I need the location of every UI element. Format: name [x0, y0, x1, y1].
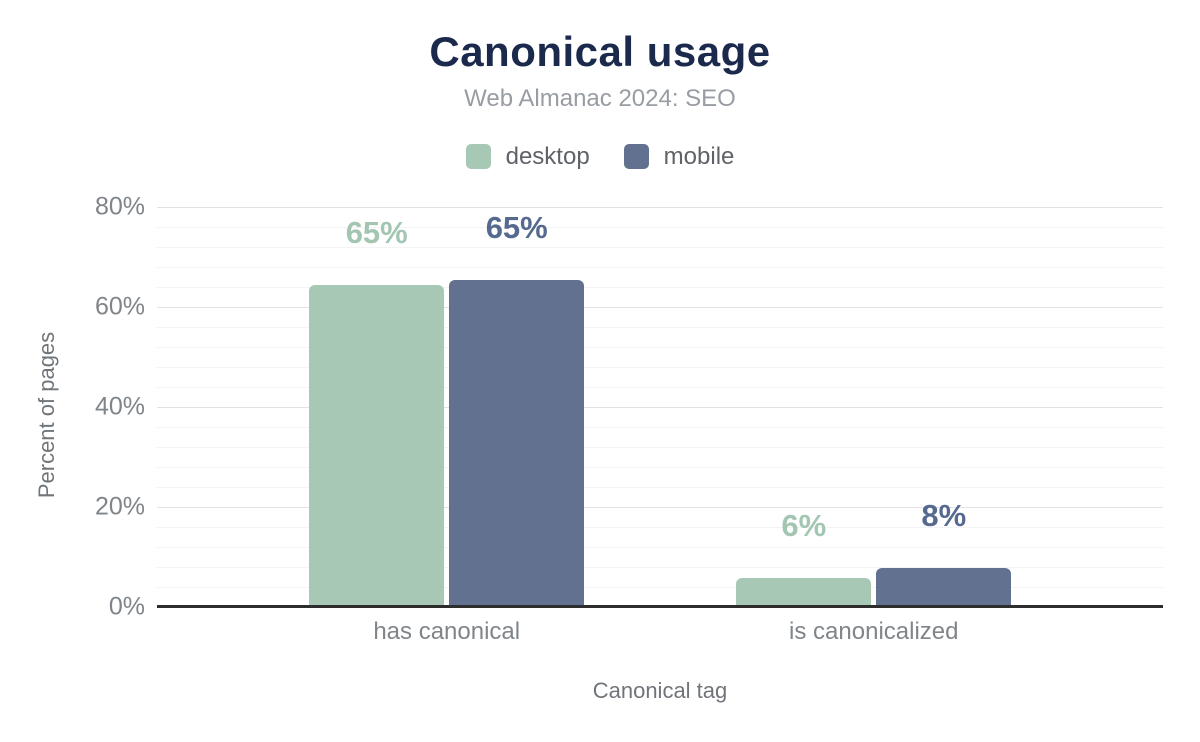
bar-mobile-has-canonical[interactable] [449, 279, 585, 607]
chart-subtitle: Web Almanac 2024: SEO [464, 85, 736, 112]
minor-gridline [157, 527, 1163, 528]
minor-gridline [157, 267, 1163, 268]
bar-mobile-is-canonicalized[interactable] [876, 567, 1012, 607]
bar-desktop-is-canonicalized[interactable] [736, 577, 872, 607]
bar-desktop-has-canonical[interactable] [309, 285, 445, 607]
x-axis-line [157, 605, 1163, 608]
minor-gridline [157, 467, 1163, 468]
minor-gridline [157, 287, 1163, 288]
y-axis-tick-label: 20% [94, 492, 145, 521]
minor-gridline [157, 447, 1163, 448]
y-axis-title: Percent of pages [34, 331, 59, 499]
chart-legend: desktop mobile [0, 144, 1200, 169]
bar-value-label-desktop-has-canonical: 65% [345, 215, 408, 250]
minor-gridline [157, 387, 1163, 388]
major-gridline [157, 207, 1163, 208]
y-axis-tick-label: 40% [94, 392, 145, 421]
minor-gridline [157, 347, 1163, 348]
x-axis-title: Canonical tag [592, 678, 728, 703]
minor-gridline [157, 367, 1163, 368]
x-axis-category-label: is canonicalized [789, 618, 959, 645]
minor-gridline [157, 587, 1163, 588]
minor-gridline [157, 227, 1163, 228]
minor-gridline [157, 427, 1163, 428]
major-gridline [157, 307, 1163, 308]
legend-item-mobile: mobile [623, 142, 735, 170]
bar-value-label-desktop-is-canonicalized: 6% [781, 507, 827, 543]
chart-title: Canonical usage [429, 28, 771, 75]
minor-gridline [157, 547, 1163, 548]
legend-label-mobile: mobile [663, 142, 735, 170]
legend-label-desktop: desktop [505, 142, 590, 170]
bar-value-label-mobile-is-canonicalized: 8% [921, 497, 967, 533]
major-gridline [157, 507, 1163, 508]
x-axis-category-label: has canonical [373, 618, 521, 645]
y-axis-tick-label: 0% [108, 592, 145, 621]
legend-swatch-desktop [465, 144, 491, 169]
y-axis-tick-label: 80% [94, 192, 145, 221]
minor-gridline [157, 247, 1163, 248]
major-gridline [157, 407, 1163, 408]
legend-item-desktop: desktop [465, 142, 590, 170]
legend-swatch-mobile [623, 144, 649, 169]
minor-gridline [157, 327, 1163, 328]
minor-gridline [157, 487, 1163, 488]
bar-value-label-mobile-has-canonical: 65% [485, 209, 548, 245]
y-axis-tick-label: 60% [94, 292, 145, 321]
minor-gridline [157, 567, 1163, 568]
